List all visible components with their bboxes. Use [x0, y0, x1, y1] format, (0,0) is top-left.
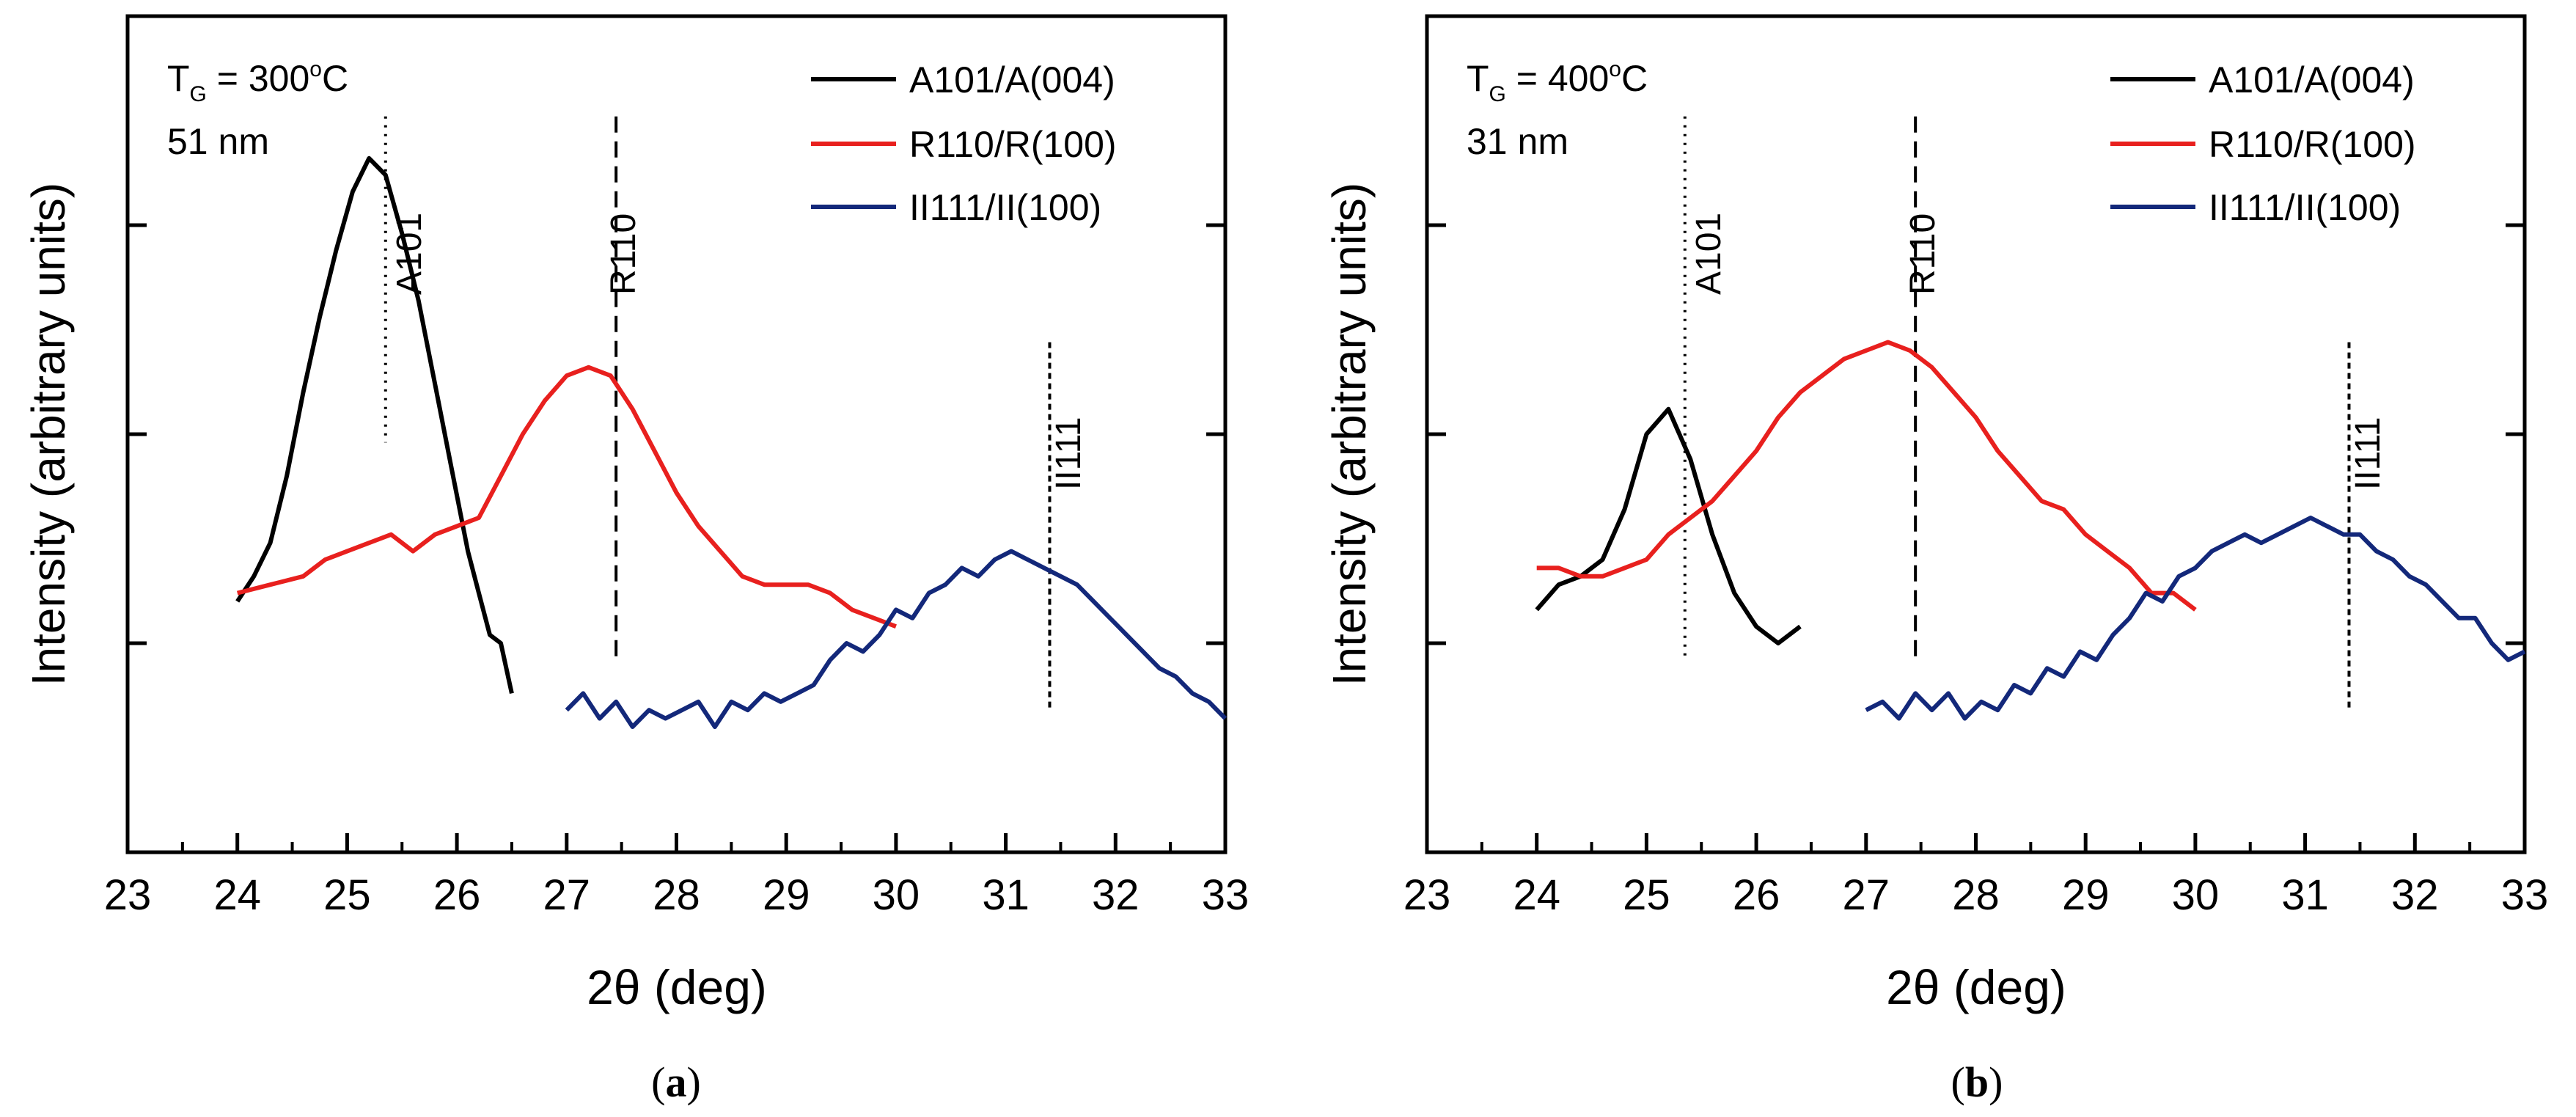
temp-unit: C [1621, 58, 1648, 99]
x-tick-label-23: 23 [1403, 871, 1451, 919]
temp-value: = 400 [1506, 58, 1609, 99]
legend-label-r110: R110/R(100) [2209, 124, 2416, 165]
x-tick-label-28: 28 [1952, 871, 2000, 919]
x-tick-label-29: 29 [2062, 871, 2110, 919]
thickness-label: 31 nm [1467, 121, 1568, 162]
y-axis-title: Intensity (arbitrary units) [22, 183, 75, 686]
degree-superscript: o [1609, 57, 1621, 81]
x-tick-label-33: 33 [2501, 871, 2549, 919]
temp-prefix: T [167, 58, 190, 99]
x-tick-label-32: 32 [1092, 871, 1140, 919]
svg-text:TG = 300oC: TG = 300oC [167, 57, 348, 106]
ref-label-a101: A101 [1689, 213, 1728, 295]
x-tick-label-33: 33 [1202, 871, 1250, 919]
growth-temperature-annotation: TG = 300oC 51 nm [167, 57, 348, 162]
x-tick-label-27: 27 [543, 871, 591, 919]
x-tick-label-27: 27 [1843, 871, 1890, 919]
growth-temperature-annotation: TG = 400oC 31 nm [1467, 57, 1648, 162]
panel-letter-b: b [1965, 1058, 1989, 1106]
thickness-label: 51 nm [167, 121, 269, 162]
temp-subscript: G [1489, 82, 1506, 106]
x-tick-label-30: 30 [2172, 871, 2220, 919]
x-tick-label-23: 23 [104, 871, 152, 919]
x-tick-label-31: 31 [2281, 871, 2329, 919]
x-tick-label-32: 32 [2391, 871, 2439, 919]
x-tick-label-25: 25 [1623, 871, 1670, 919]
x-tick-label-25: 25 [323, 871, 371, 919]
legend-label-r110: R110/R(100) [909, 124, 1117, 165]
series-line-a101-a-004 [235, 155, 514, 695]
temp-unit: C [322, 58, 348, 99]
x-tick-label-24: 24 [213, 871, 261, 919]
legend: A101/A(004) R110/R(100) II111/II(100) [2110, 59, 2416, 228]
x-tick-label-26: 26 [1733, 871, 1780, 919]
legend: A101/A(004) R110/R(100) II111/II(100) [811, 59, 1117, 228]
x-tick-label-31: 31 [982, 871, 1030, 919]
x-tick-label-24: 24 [1513, 871, 1560, 919]
x-tick-label-30: 30 [873, 871, 920, 919]
svg-text:TG = 400oC: TG = 400oC [1467, 57, 1648, 106]
legend-label-ii111: II111/II(100) [909, 187, 1101, 228]
legend-label-ii111: II111/II(100) [2209, 187, 2401, 228]
legend-label-a101: A101/A(004) [2209, 59, 2415, 100]
ref-label-a101: A101 [390, 213, 429, 295]
chart-panel-b: TG = 400oC 31 nm A101/A(004) R110/R(100)… [1323, 14, 2549, 1106]
degree-superscript: o [309, 57, 322, 81]
series-line-r110-r-100 [1536, 340, 2197, 612]
panel-letter-a: a [666, 1058, 687, 1106]
x-axis-title: 2θ (deg) [1886, 960, 2066, 1014]
panel-caption-b: (b) [1951, 1058, 2003, 1106]
x-tick-label-28: 28 [653, 871, 700, 919]
series-line-ii111-ii-100 [1865, 516, 2526, 721]
series-line-r110-r-100 [236, 365, 897, 629]
legend-label-a101: A101/A(004) [909, 59, 1115, 100]
x-axis-title: 2θ (deg) [587, 960, 767, 1014]
temp-subscript: G [190, 82, 207, 106]
y-axis-title: Intensity (arbitrary units) [1323, 183, 1376, 686]
temp-prefix: T [1467, 58, 1489, 99]
series-line-ii111-ii-100 [565, 549, 1228, 729]
ref-label-ii111: II111 [2349, 417, 2388, 490]
ref-label-r110: R110 [1904, 213, 1942, 295]
chart-panel-a: TG = 300oC 51 nm A101/A(004) R110/R(100)… [22, 14, 1250, 1106]
ref-label-ii111: II111 [1049, 417, 1088, 490]
temp-value: = 300 [207, 58, 309, 99]
x-tick-label-26: 26 [433, 871, 481, 919]
x-tick-label-29: 29 [763, 871, 810, 919]
ref-label-r110: R110 [604, 213, 643, 295]
panel-caption-a: (a) [651, 1058, 701, 1106]
